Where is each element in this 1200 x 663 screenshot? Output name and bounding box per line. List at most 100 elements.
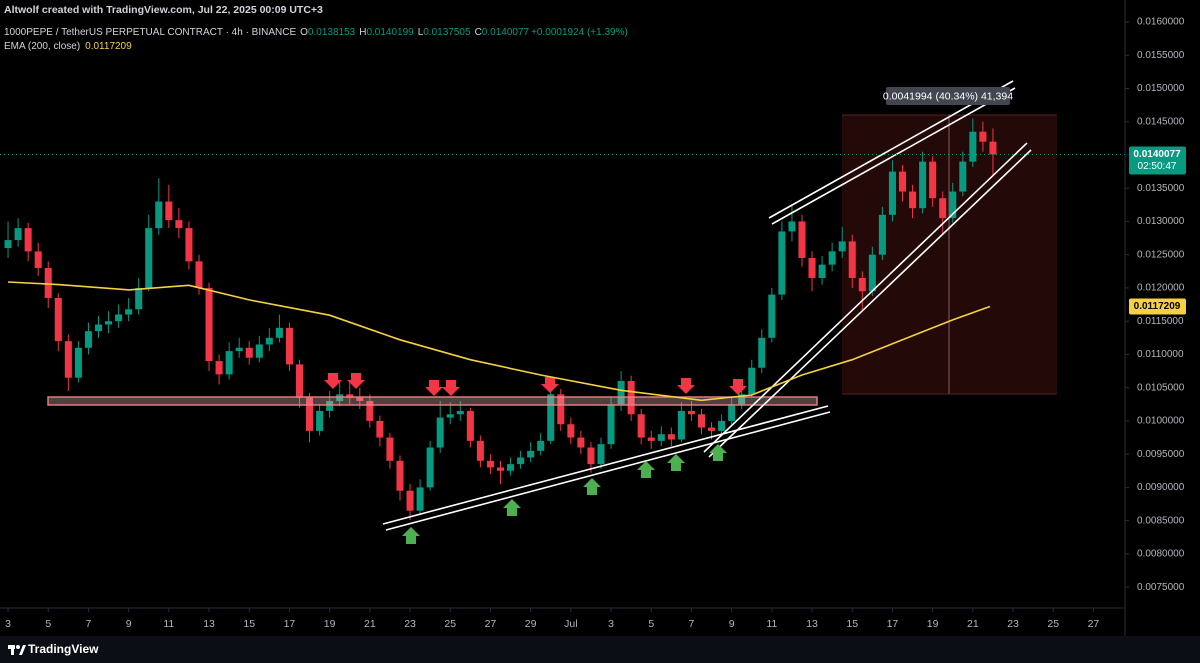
candle-body (657, 434, 665, 441)
x-tick-label: 7 (689, 618, 695, 630)
candle-body (295, 364, 304, 398)
candle-body (667, 434, 675, 440)
candle-body (326, 400, 334, 411)
up-arrow (637, 461, 655, 478)
y-tick-label: 0.0130000 (1137, 216, 1185, 227)
candle-body (135, 287, 143, 310)
candle-body (265, 337, 273, 345)
candle-body (748, 367, 756, 395)
trendline (771, 87, 1016, 225)
candle-body (798, 221, 806, 259)
candle-body (386, 437, 394, 461)
y-tick-label: 0.0085000 (1137, 515, 1185, 526)
measure-label: 0.0041994 (40.34%) 41,394 (883, 90, 1013, 102)
candle-body (165, 201, 173, 221)
candle-body (567, 424, 575, 438)
resistance-zone (47, 396, 818, 406)
down-arrow (729, 379, 747, 395)
candle-body (285, 327, 293, 365)
x-tick-label: 19 (927, 618, 939, 630)
candle-body (356, 397, 364, 401)
x-tick-label: 17 (887, 618, 899, 630)
candle-body (466, 410, 474, 441)
up-arrow (402, 527, 420, 544)
candle-body (376, 420, 384, 438)
candle-body (909, 191, 917, 209)
price-badge-value: 0.0140077 (1133, 149, 1181, 160)
down-arrow (425, 380, 443, 396)
brand-name: TradingView (28, 642, 99, 656)
candle-body (486, 460, 494, 468)
candle-body (275, 327, 283, 338)
candle-body (436, 417, 444, 448)
overlay (0, 153, 1125, 402)
candle-body (868, 254, 876, 292)
candle-body (185, 228, 193, 262)
candle-body (517, 457, 525, 465)
candle-body (959, 161, 967, 192)
candle-body (858, 277, 866, 292)
down-arrow (324, 373, 342, 389)
candle-body (346, 394, 354, 398)
x-tick-label: 11 (766, 618, 777, 630)
trendline (703, 142, 1028, 453)
candle-body (758, 337, 766, 368)
y-tick-label: 0.0160000 (1137, 17, 1185, 28)
candle-body (989, 141, 997, 155)
countdown: 02:50:47 (1138, 161, 1177, 172)
candle-body (687, 410, 695, 415)
x-tick-label: 9 (729, 618, 735, 630)
candle-body (677, 410, 685, 440)
candle-body (84, 331, 92, 348)
y-tick-label: 0.0120000 (1137, 283, 1185, 294)
candle-body (94, 324, 103, 332)
x-tick-label: 23 (404, 618, 416, 630)
candle-body (929, 161, 937, 199)
candle-body (44, 267, 52, 298)
candle-body (537, 440, 545, 451)
candle-body (607, 404, 615, 445)
ohlc-key: L (418, 27, 424, 38)
ohlc-value: 0.0137505 (423, 27, 471, 38)
candle-body (476, 440, 484, 461)
brand-logo (8, 645, 26, 655)
candle-body (898, 171, 907, 192)
candle-body (617, 381, 625, 405)
candle-body (878, 214, 886, 255)
up-arrow (583, 478, 601, 495)
x-tick-label: 13 (203, 618, 215, 630)
x-tick-label: 27 (1088, 618, 1100, 630)
candle-body (828, 251, 836, 265)
up-arrow (709, 444, 727, 461)
x-tick-label: 25 (444, 618, 456, 630)
y-tick-label: 0.0155000 (1137, 50, 1185, 61)
candle-body (306, 397, 314, 431)
ema-badge (1129, 298, 1186, 315)
candle-body (456, 410, 464, 415)
candle-body (597, 444, 605, 465)
candle-body (647, 437, 655, 441)
x-tick-label: Jul (564, 618, 577, 630)
candle-body (235, 347, 243, 352)
candle-body (587, 447, 595, 465)
y-tick-label: 0.0080000 (1137, 549, 1185, 560)
candle-body (125, 309, 133, 315)
candle-body (697, 414, 706, 428)
candle-body (496, 467, 505, 471)
candle-body (728, 404, 736, 421)
x-tick-label: 3 (5, 618, 11, 630)
candle-body (848, 241, 856, 278)
candle-body (838, 241, 846, 252)
x-tick-label: 27 (485, 618, 497, 630)
y-tick-label: 0.0125000 (1137, 249, 1185, 260)
candle-body (939, 198, 947, 219)
symbol-legend: 1000PEPE / TetherUS PERPETUAL CONTRACT ·… (4, 27, 628, 38)
logo-part (19, 645, 26, 655)
drawings (47, 80, 1032, 531)
candle-body (808, 258, 816, 278)
candle-body (215, 361, 223, 375)
attribution: Altwolf created with TradingView.com, Ju… (4, 4, 323, 16)
down-arrow (677, 378, 695, 394)
y-tick-label: 0.0095000 (1137, 449, 1185, 460)
x-tick-label: 13 (806, 618, 818, 630)
